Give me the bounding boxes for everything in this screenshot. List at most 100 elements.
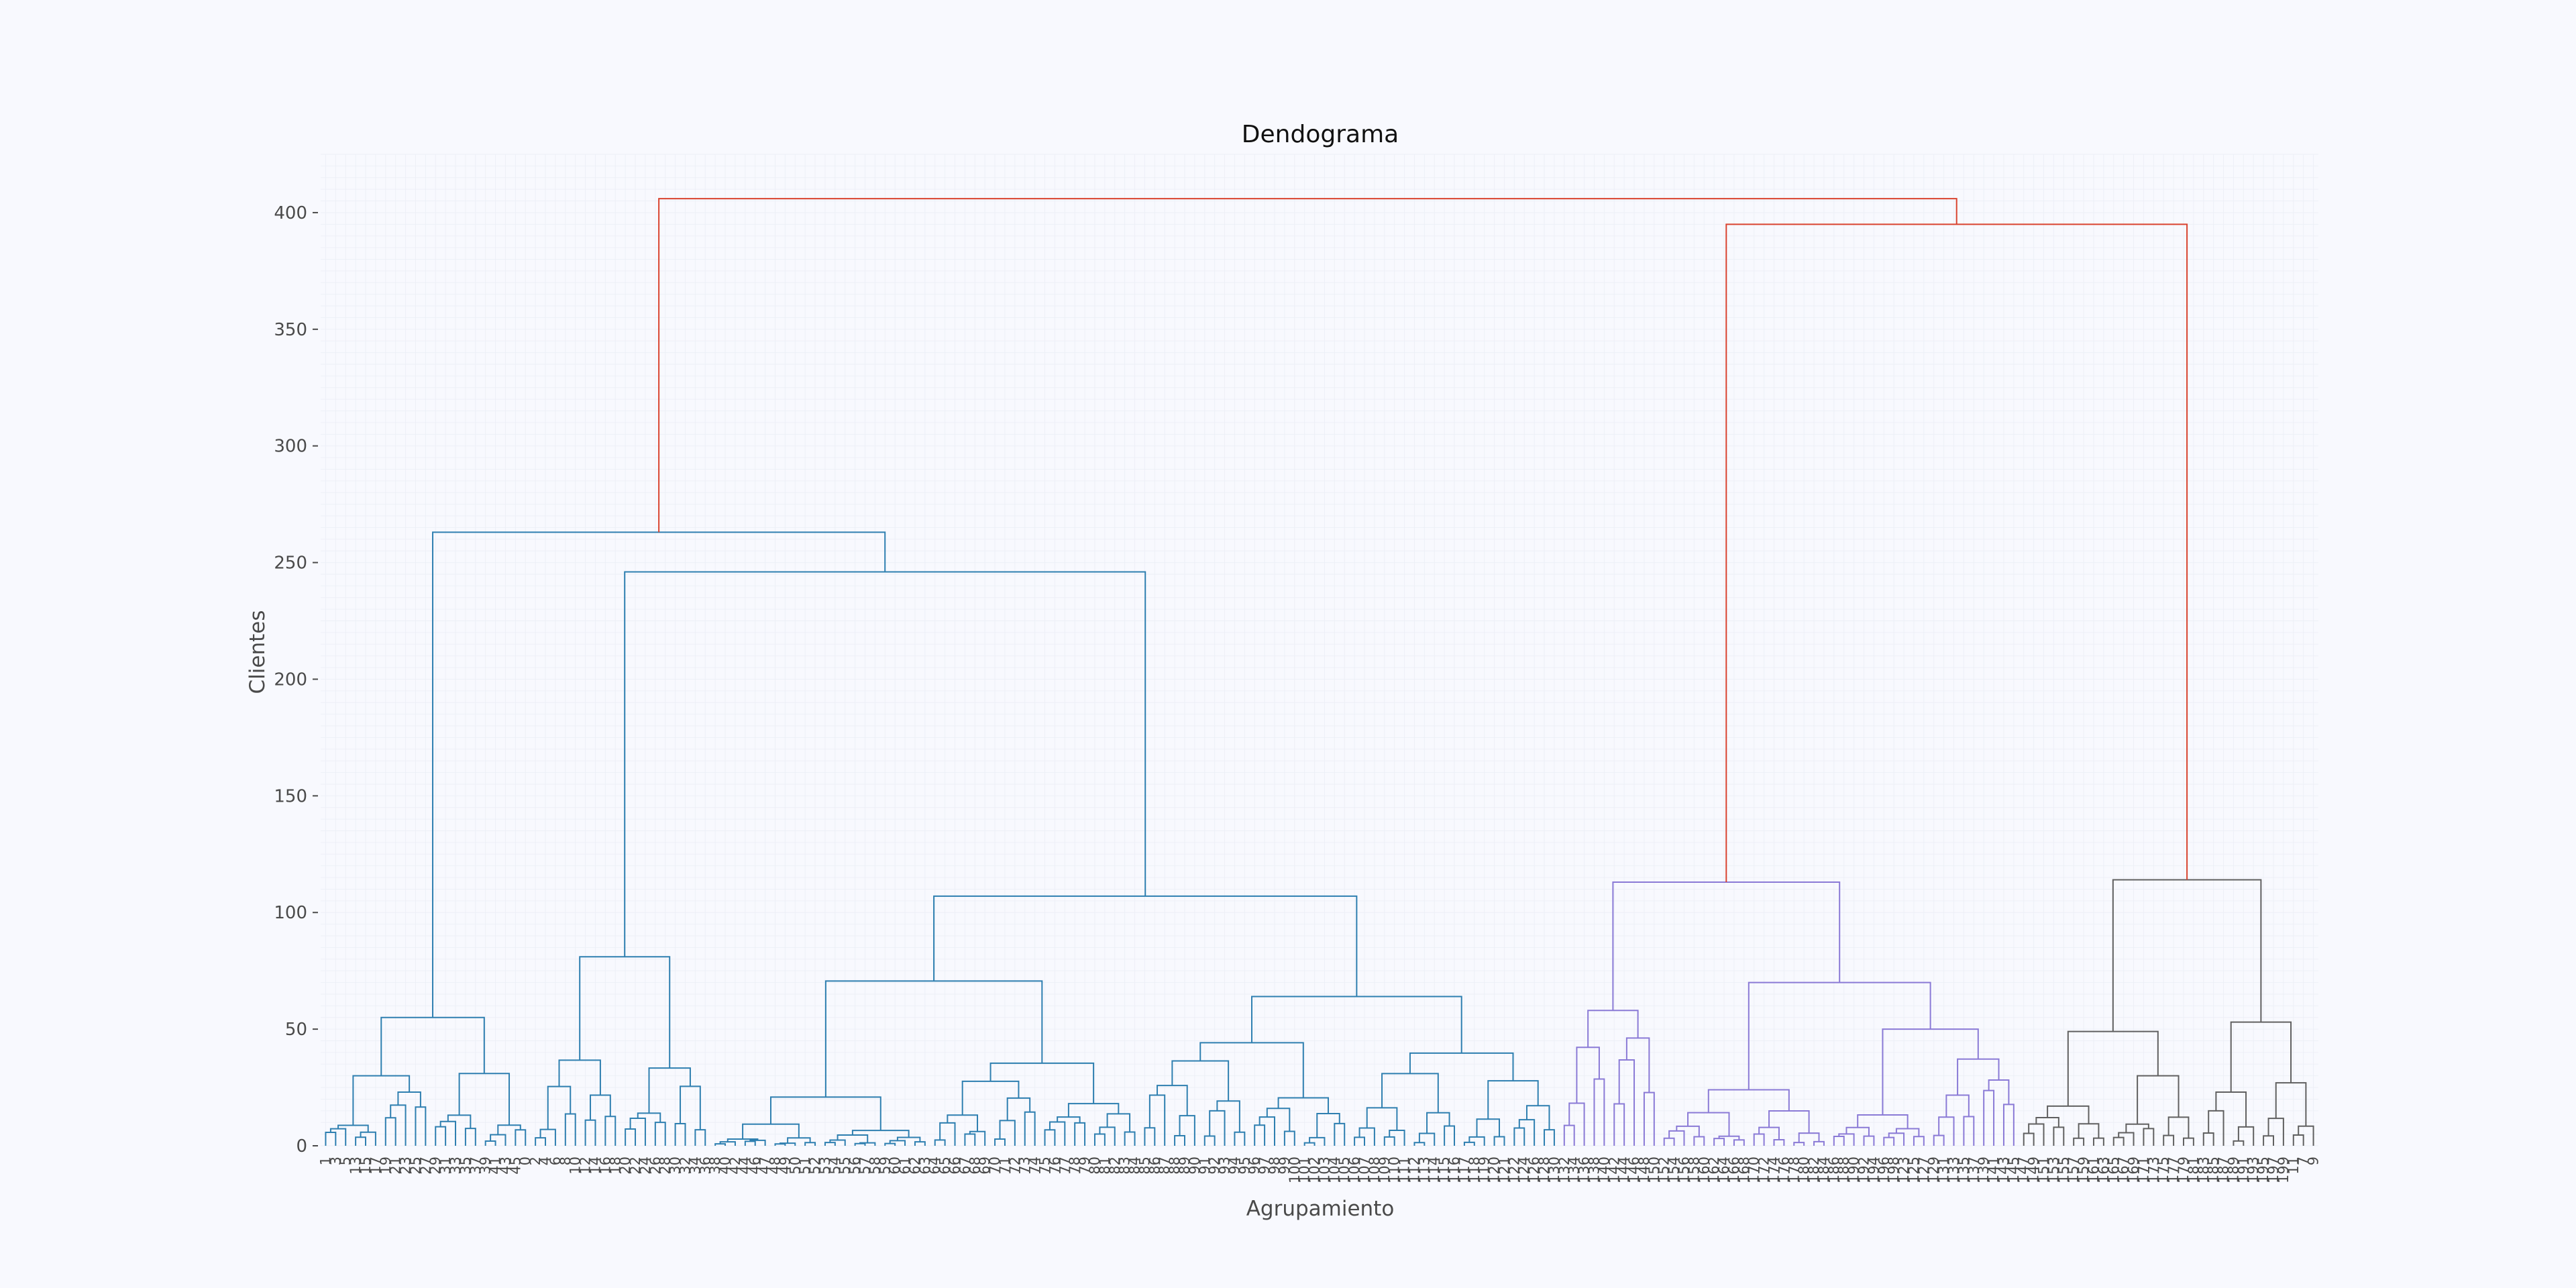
x-tick-label: 59 [877,1157,893,1175]
x-tick-label: 173 [2145,1157,2161,1183]
x-tick-label: 87 [1157,1157,1173,1175]
x-tick-label: 21 [388,1157,404,1175]
dendrogram-link [939,1122,956,1146]
x-tick-label: 197 [2265,1157,2282,1183]
x-tick-label: 199 [2275,1157,2292,1183]
y-tick-label: 400 [274,203,307,223]
dendrogram-link [1687,1112,1730,1136]
x-tick-label: 89 [1177,1157,1193,1175]
x-tick-label: 152 [1656,1157,1672,1183]
x-tick-label: 42 [727,1157,743,1175]
x-tick-label: 192 [1856,1157,1872,1183]
x-tick-label: 125 [1906,1157,1922,1183]
dendrogram-link [1283,1130,1295,1146]
x-tick-label: 179 [2176,1157,2192,1183]
dendrogram-links [325,198,2314,1146]
dendrogram-link [1476,1118,1501,1137]
x-tick-label: 69 [977,1157,993,1175]
x-tick-label: 19 [378,1157,394,1175]
dendrogram-link [1963,1116,1975,1146]
dendrogram-link [1525,1105,1550,1130]
x-tick-label: 32 [677,1157,693,1175]
dendrogram-link [590,1094,611,1120]
x-tick-label: 99 [1277,1157,1293,1175]
x-tick-label: 34 [687,1157,703,1175]
dendrogram-link [558,1059,601,1095]
x-tick-label: 111 [1397,1157,1413,1183]
x-tick-label: 70 [987,1157,1003,1175]
dendrogram-link [1199,1042,1304,1098]
x-tick-label: 156 [1676,1157,1692,1183]
dendrogram-link [1316,1113,1340,1138]
x-tick-label: 18 [607,1157,623,1175]
x-tick-label: 167 [2116,1157,2132,1183]
x-tick-label: 120 [1487,1157,1503,1183]
dendrogram-link [1707,1089,1790,1113]
x-tick-label: 88 [1167,1157,1183,1175]
x-tick-label: 52 [807,1157,823,1175]
x-tick-label: 164 [1716,1157,1732,1183]
x-tick-label: 95 [1236,1157,1252,1175]
dendrogram-link [432,531,886,1018]
y-tick-label: 50 [285,1020,307,1040]
dendrogram-link [989,1062,1095,1104]
dendrogram-link [648,1067,691,1114]
x-tick-label: 63 [917,1157,933,1175]
x-tick-label: 183 [2196,1157,2212,1183]
x-tick-label: 56 [847,1157,863,1175]
x-tick-label: 191 [2235,1157,2251,1183]
x-tick-label: 198 [1886,1157,1902,1183]
x-tick-label: 158 [1686,1157,1702,1183]
x-tick-label: 40 [717,1157,733,1175]
x-tick-label: 195 [2255,1157,2271,1183]
x-tick-label: 8 [557,1157,574,1165]
x-tick-label: 25 [407,1157,423,1175]
x-tick-label: 176 [1776,1157,1792,1183]
x-tick-label: 16 [597,1157,613,1175]
dendrogram-link [2182,1137,2194,1146]
dendrogram-link [2053,1126,2065,1146]
x-tick-label: 171 [2135,1157,2151,1183]
x-tick-label: 7 [2296,1157,2312,1165]
x-tick-label: 150 [1646,1157,1662,1183]
y-tick-label: 200 [274,669,307,690]
y-tick-label: 300 [274,437,307,457]
x-tick-label: 143 [1996,1157,2012,1183]
x-tick-label: 44 [737,1157,753,1175]
x-tick-label: 189 [2225,1157,2241,1183]
y-tick-label: 100 [274,903,307,923]
x-tick-label: 41 [488,1157,504,1175]
dendrogram-link [2167,1116,2190,1138]
x-tick-label: 144 [1616,1157,1632,1183]
x-tick-label: 2 [527,1157,543,1165]
x-tick-label: 137 [1966,1157,1982,1183]
x-tick-label: 86 [1146,1157,1163,1175]
x-tick-label: 97 [1256,1157,1273,1175]
x-tick-label: 117 [1456,1157,1472,1183]
x-tick-label: 148 [1636,1157,1652,1183]
grid [321,154,2318,1146]
x-tick-label: 28 [657,1157,674,1175]
x-tick-label: 3 [327,1157,343,1165]
x-tick-label: 29 [427,1157,443,1175]
dendrogram-link [1576,1046,1600,1104]
x-tick-label: 90 [1187,1157,1203,1175]
x-tick-label: 123 [1896,1157,1912,1183]
dendrogram-link [1587,1010,1639,1048]
x-tick-label: 184 [1816,1157,1832,1183]
x-tick-label: 31 [437,1157,453,1175]
x-tick-label: 178 [1786,1157,1802,1183]
x-tick-label: 77 [1057,1157,1073,1175]
x-axis-label: Agrupamiento [1246,1197,1395,1221]
x-tick-label: 155 [2055,1157,2072,1183]
x-tick-label: 13 [347,1157,364,1175]
x-tick-label: 140 [1596,1157,1612,1183]
dendrogram-link [2267,1118,2284,1146]
x-tick-label: 84 [1127,1157,1143,1175]
dendrogram-link [2202,1132,2214,1146]
dendrogram-link [1093,1133,1106,1146]
dendrogram-link [439,1120,457,1146]
x-tick-label: 109 [1377,1157,1393,1183]
x-tick-label: 139 [1976,1157,1992,1183]
